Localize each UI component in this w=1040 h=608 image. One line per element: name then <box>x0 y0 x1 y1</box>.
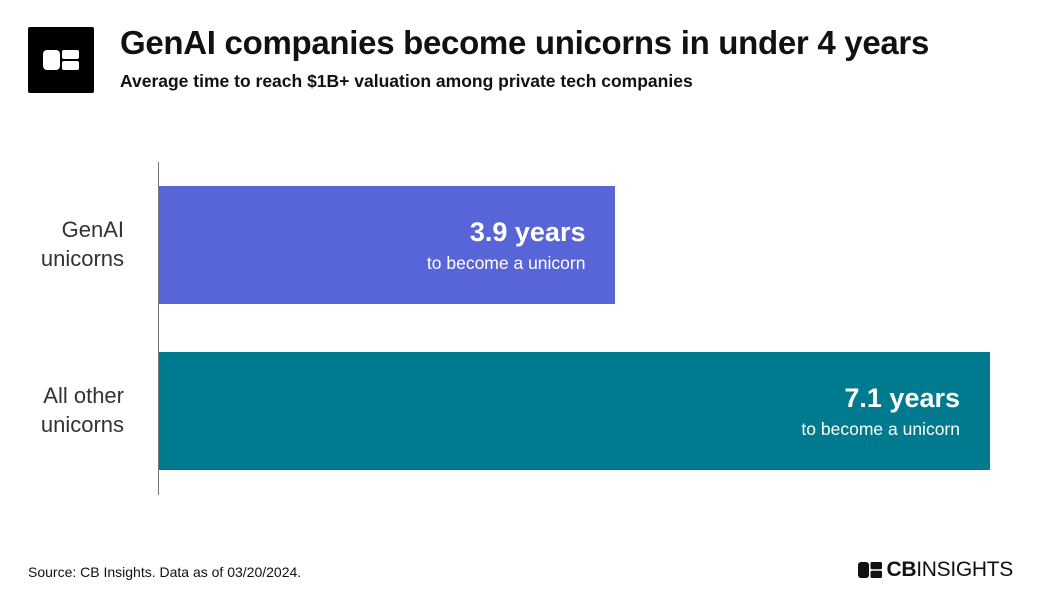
brand-wordmark-rest: INSIGHTS <box>916 558 1013 581</box>
value-sublabel-1: to become a unicorn <box>426 253 586 273</box>
value-label-2: 7.1 years <box>844 383 960 413</box>
chart-title: GenAI companies become unicorns in under… <box>120 24 930 61</box>
category-label-2: All other unicorns <box>40 383 124 437</box>
value-label-1: 3.9 years <box>469 217 586 247</box>
value-sublabel-2: to become a unicorn <box>801 419 960 439</box>
bar-2 <box>159 352 990 470</box>
cb-insights-logo-icon <box>28 27 94 93</box>
cb-insights-mark-icon <box>858 562 883 578</box>
y-axis-line <box>158 162 159 495</box>
chart-subtitle: Average time to reach $1B+ valuation amo… <box>120 71 693 91</box>
bar-1 <box>159 186 616 304</box>
brand-wordmark: CBINSIGHTS <box>886 558 1013 582</box>
category-label-1: GenAI unicorns <box>40 217 124 271</box>
source-note: Source: CB Insights. Data as of 03/20/20… <box>28 564 302 580</box>
brand-wordmark-bold: CB <box>886 558 917 581</box>
brand-logo: CBINSIGHTS <box>858 558 1013 582</box>
